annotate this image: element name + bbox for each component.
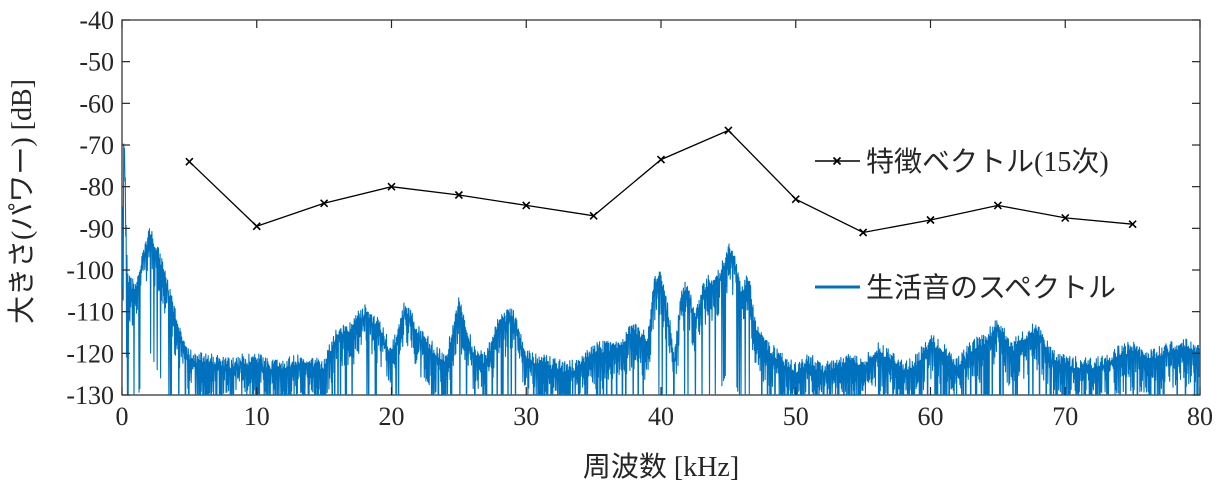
feature-vector-point <box>1128 220 1137 229</box>
x-axis-ticks: 0 10 20 30 40 50 60 70 80 <box>116 20 1213 431</box>
x-tick-label: 10 <box>244 402 270 431</box>
feature-vector-point <box>724 126 733 135</box>
y-tick-label: -40 <box>79 6 114 35</box>
feature-vector-point <box>522 201 531 210</box>
feature-vector-point <box>252 222 261 231</box>
x-tick-label: 30 <box>513 402 539 431</box>
spectrum-layer <box>122 143 1200 395</box>
x-tick-label: 0 <box>116 402 129 431</box>
spectrum-line <box>122 143 1200 395</box>
feature-vector-point <box>589 211 598 220</box>
x-tick-label: 80 <box>1187 402 1213 431</box>
legend-marker-x <box>832 156 842 166</box>
y-tick-label: -100 <box>66 256 114 285</box>
legend-entry-feature-vector: 特徴ベクトル(15次) <box>815 146 1109 178</box>
feature-vector-point <box>320 199 329 208</box>
feature-vector-point <box>993 201 1002 210</box>
feature-vector-point <box>454 190 463 200</box>
legend-label-feature-vector: 特徴ベクトル(15次) <box>866 146 1109 178</box>
x-tick-label: 70 <box>1052 402 1078 431</box>
x-axis-title: 周波数 [kHz] <box>583 451 739 483</box>
feature-vector-layer <box>185 126 1137 237</box>
y-tick-label: -110 <box>67 298 114 327</box>
y-tick-label: -50 <box>79 48 114 77</box>
x-tick-label: 60 <box>918 402 944 431</box>
y-axis-title: 大きさ(パワー) [dB] <box>6 79 38 324</box>
legend-label-spectrum: 生活音のスペクトル <box>866 272 1116 304</box>
feature-vector-point <box>387 182 396 191</box>
y-tick-label: -60 <box>79 89 114 118</box>
y-tick-label: -90 <box>79 214 114 243</box>
feature-vector-point <box>1061 213 1070 222</box>
feature-vector-point <box>791 195 800 204</box>
x-tick-label: 50 <box>783 402 809 431</box>
legend: 特徴ベクトル(15次) 生活音のスペクトル <box>815 146 1116 304</box>
y-tick-label: -120 <box>66 339 114 368</box>
y-axis-ticks: -40 -50 -60 -70 -80 -90 -100 -110 -120 -130 <box>66 6 1200 410</box>
x-tick-label: 20 <box>379 402 405 431</box>
feature-vector-point <box>859 228 868 237</box>
plot-frame <box>121 19 1201 396</box>
feature-vector-point <box>926 215 935 225</box>
y-tick-label: -70 <box>79 131 114 160</box>
y-tick-label: -80 <box>79 173 114 202</box>
feature-vector-point <box>656 155 666 164</box>
x-tick-label: 40 <box>648 402 674 431</box>
feature-vector-point <box>185 157 194 166</box>
plot-area <box>121 19 1201 396</box>
legend-entry-spectrum: 生活音のスペクトル <box>815 272 1116 304</box>
y-tick-label: -130 <box>66 381 114 410</box>
